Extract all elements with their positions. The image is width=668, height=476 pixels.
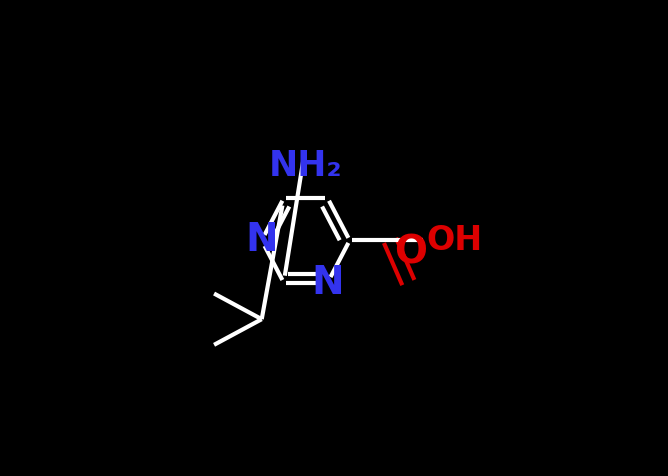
Text: NH₂: NH₂ — [269, 149, 343, 183]
Text: N: N — [245, 221, 278, 259]
Text: O: O — [393, 234, 427, 271]
Text: N: N — [311, 264, 344, 301]
Text: OH: OH — [427, 224, 483, 257]
